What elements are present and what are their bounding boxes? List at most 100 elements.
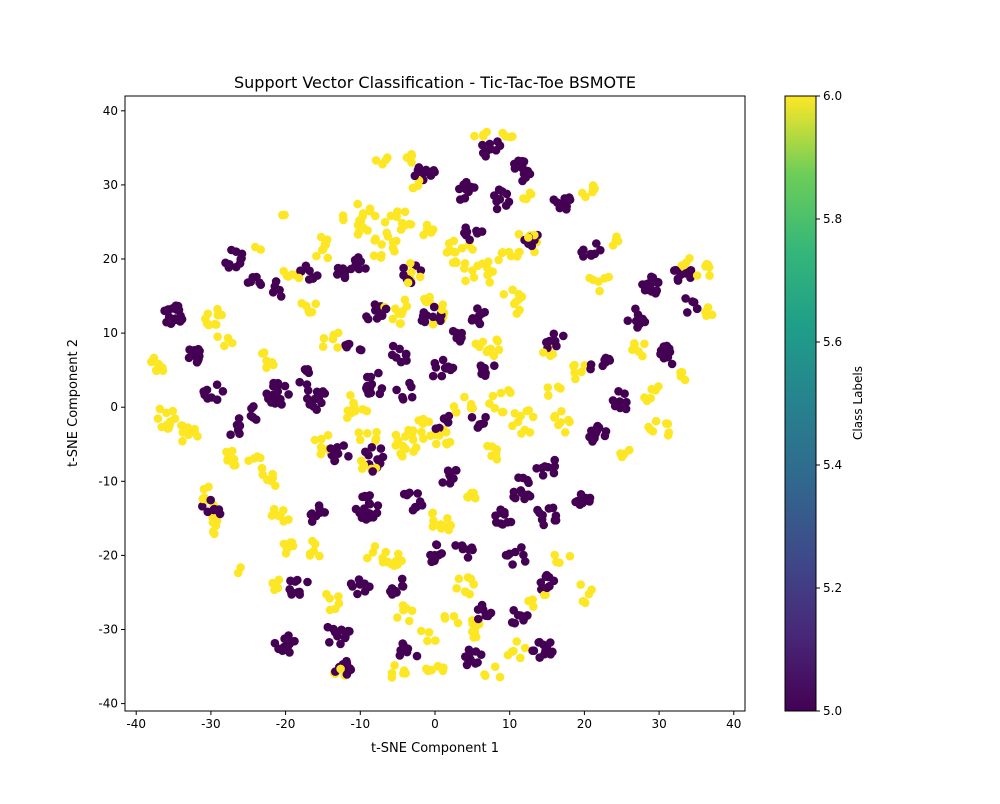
point-class-6 (651, 416, 661, 426)
point-class-6 (625, 445, 634, 455)
point-class-5 (237, 253, 246, 263)
point-class-6 (465, 589, 475, 599)
point-class-5 (517, 543, 526, 552)
point-class-6 (417, 427, 426, 437)
point-class-5 (430, 302, 439, 312)
point-class-6 (528, 412, 538, 422)
colorbar-gradient (784, 95, 817, 712)
point-class-5 (550, 455, 559, 465)
point-class-5 (544, 504, 554, 513)
point-class-6 (388, 314, 398, 324)
point-class-6 (339, 215, 348, 225)
point-class-6 (310, 435, 320, 445)
point-class-5 (212, 380, 222, 390)
point-class-6 (149, 353, 159, 363)
point-class-6 (358, 209, 368, 218)
point-class-5 (474, 312, 484, 321)
point-class-6 (565, 551, 575, 561)
point-class-5 (673, 276, 683, 285)
point-class-6 (422, 664, 431, 674)
point-class-6 (318, 342, 328, 352)
x-tick-label: 10 (502, 717, 517, 731)
point-class-5 (503, 518, 512, 527)
point-class-6 (346, 391, 355, 400)
y-tick-label: 10 (103, 326, 118, 340)
point-class-6 (485, 278, 495, 287)
point-class-5 (344, 339, 354, 349)
point-class-6 (553, 382, 563, 392)
point-class-6 (494, 255, 503, 265)
point-class-5 (231, 262, 241, 272)
point-class-5 (446, 472, 455, 482)
point-class-5 (375, 389, 385, 399)
point-class-5 (249, 402, 258, 411)
point-class-6 (461, 276, 470, 286)
point-class-6 (203, 309, 213, 319)
point-class-6 (436, 524, 446, 533)
point-class-6 (663, 419, 673, 429)
point-class-6 (421, 297, 431, 307)
point-class-6 (343, 406, 353, 415)
point-class-6 (389, 561, 399, 570)
x-tick-label: 40 (726, 717, 741, 731)
point-class-5 (495, 141, 505, 150)
point-class-6 (442, 440, 452, 449)
point-class-5 (295, 377, 305, 387)
point-class-6 (251, 242, 260, 252)
point-class-6 (449, 612, 459, 621)
point-class-6 (282, 544, 292, 554)
point-class-5 (600, 431, 610, 441)
point-class-5 (520, 557, 530, 566)
point-class-5 (507, 618, 517, 627)
point-class-6 (407, 267, 416, 277)
point-class-6 (267, 358, 277, 367)
point-class-6 (440, 612, 450, 621)
point-class-5 (622, 397, 631, 407)
point-class-6 (311, 299, 321, 309)
point-class-6 (355, 216, 364, 225)
point-class-5 (605, 356, 615, 365)
point-class-5 (532, 464, 541, 473)
point-class-5 (361, 264, 370, 273)
point-class-5 (497, 187, 507, 196)
point-class-5 (458, 544, 468, 554)
point-class-5 (296, 266, 305, 276)
point-class-6 (480, 670, 489, 679)
point-class-5 (431, 424, 441, 434)
point-class-5 (467, 413, 477, 422)
point-class-5 (189, 346, 199, 355)
point-class-6 (648, 427, 658, 436)
point-class-5 (535, 637, 544, 647)
point-class-6 (393, 613, 402, 622)
point-class-6 (153, 414, 163, 423)
point-class-5 (392, 385, 401, 395)
point-class-6 (334, 592, 343, 601)
point-class-5 (315, 504, 324, 513)
point-class-5 (681, 294, 690, 303)
colorbar-tick-label: 6.0 (823, 89, 842, 103)
point-class-6 (488, 391, 498, 401)
point-class-6 (211, 320, 221, 329)
point-class-6 (517, 292, 526, 301)
x-tick-label: 30 (651, 717, 666, 731)
point-class-5 (463, 553, 473, 562)
point-class-6 (548, 349, 558, 359)
point-class-6 (419, 230, 428, 240)
point-class-5 (693, 304, 702, 313)
point-class-6 (514, 229, 524, 239)
point-class-5 (184, 353, 194, 363)
point-class-6 (369, 251, 379, 260)
point-class-6 (501, 132, 511, 141)
point-class-5 (441, 415, 451, 425)
point-class-6 (595, 286, 604, 296)
point-class-5 (248, 413, 258, 422)
point-class-6 (540, 590, 549, 600)
point-class-5 (598, 361, 607, 371)
point-class-5 (430, 550, 440, 560)
point-class-5 (476, 650, 486, 659)
point-class-5 (353, 589, 362, 599)
point-class-5 (656, 346, 666, 355)
point-class-5 (202, 385, 212, 395)
point-class-6 (441, 427, 451, 437)
